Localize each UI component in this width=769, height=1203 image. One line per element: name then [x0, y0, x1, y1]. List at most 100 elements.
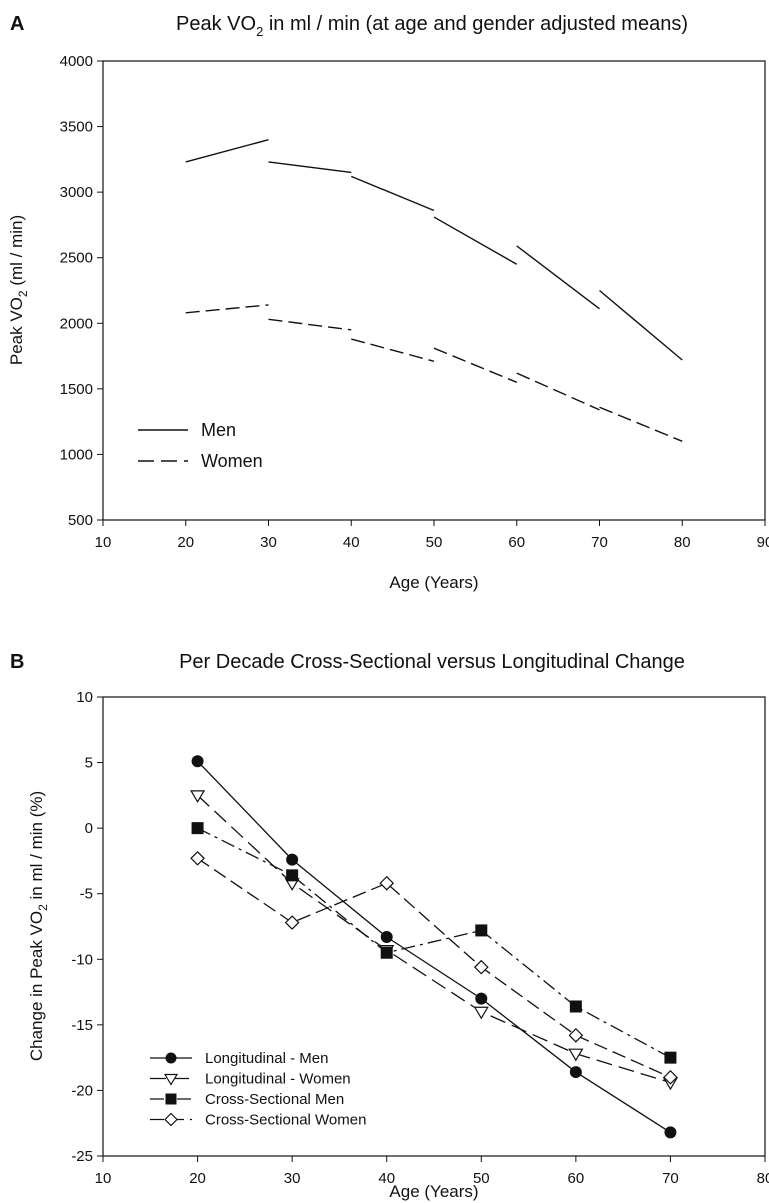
legend-marker — [165, 1093, 177, 1105]
data-point — [379, 875, 395, 891]
panel-a: A Peak VO2 in ml / min (at age and gende… — [7, 13, 769, 592]
y-tick-label: 1000 — [60, 446, 93, 463]
y-tick-label: 2500 — [60, 250, 93, 267]
data-point — [286, 869, 299, 882]
series-cross-sectional-men — [191, 822, 677, 1064]
series-segment — [351, 338, 435, 362]
data-point — [286, 853, 299, 866]
x-tick-label: 30 — [260, 534, 277, 551]
y-tick-label: 1500 — [60, 381, 93, 398]
x-tick-label: 70 — [591, 534, 608, 551]
panel-a-x-axis-label: Age (Years) — [389, 573, 478, 592]
series-line — [197, 794, 671, 1084]
y-tick-label: -5 — [80, 886, 93, 903]
y-tick-label: 2000 — [60, 315, 93, 332]
data-point — [380, 930, 393, 943]
data-point — [473, 959, 489, 975]
series-segment — [516, 372, 600, 411]
data-point — [664, 1126, 677, 1139]
data-point — [473, 1006, 489, 1020]
legend-women-label: Women — [201, 451, 263, 471]
x-tick-label: 20 — [189, 1170, 206, 1187]
series-segment — [599, 289, 683, 361]
data-point — [664, 1051, 677, 1064]
data-point — [475, 992, 488, 1005]
legend-marker — [163, 1073, 179, 1086]
series-segment — [433, 347, 518, 383]
panel-b-title: Per Decade Cross-Sectional versus Longit… — [179, 651, 685, 673]
y-tick-label: 10 — [76, 689, 93, 706]
data-point — [284, 915, 300, 930]
y-tick-label: 3000 — [60, 184, 93, 201]
panel-b: B Per Decade Cross-Sectional versus Long… — [10, 651, 769, 1201]
x-tick-label: 40 — [378, 1170, 395, 1187]
series-segment — [268, 161, 352, 174]
data-point — [569, 1000, 582, 1013]
legend-label: Cross-Sectional Women — [205, 1112, 366, 1129]
data-point — [190, 790, 206, 804]
panel-a-y-axis-label: Peak VO2 (ml / min) — [7, 215, 30, 365]
legend-label: Longitudinal - Women — [205, 1071, 351, 1088]
series-women — [185, 304, 683, 442]
y-tick-label: -10 — [71, 951, 93, 968]
y-tick-label: -15 — [71, 1017, 93, 1034]
x-tick-label: 80 — [757, 1170, 769, 1187]
y-tick-label: 0 — [85, 820, 93, 837]
y-tick-label: 3500 — [60, 119, 93, 136]
data-point — [380, 946, 393, 959]
x-tick-label: 60 — [568, 1170, 585, 1187]
x-tick-label: 10 — [95, 534, 112, 551]
legend-label: Longitudinal - Men — [205, 1050, 328, 1067]
series-segment — [185, 304, 269, 314]
data-point — [475, 924, 488, 937]
panel-a-legend: Men Women — [138, 420, 263, 471]
panel-b-plot-frame — [102, 696, 766, 1157]
y-tick-label: -20 — [71, 1082, 93, 1099]
y-tick-label: 4000 — [60, 53, 93, 70]
x-tick-label: 50 — [473, 1170, 490, 1187]
series-line — [197, 827, 671, 1059]
series-segment — [185, 139, 269, 163]
y-tick-label: 500 — [68, 512, 93, 529]
x-tick-label: 50 — [426, 534, 443, 551]
data-point — [568, 1027, 584, 1043]
panel-b-y-ticks: -25 -20 -15 -10 -5 0 5 10 — [71, 689, 103, 1165]
series-longitudinal-women — [190, 790, 678, 1091]
panel-a-series — [185, 139, 683, 442]
x-tick-label: 80 — [674, 534, 691, 551]
series-segment — [599, 406, 683, 442]
data-point — [190, 850, 205, 866]
series-segment — [516, 245, 600, 310]
panel-b-x-axis-label: Age (Years) — [389, 1182, 478, 1201]
x-tick-label: 90 — [757, 534, 769, 551]
series-segment — [433, 216, 518, 265]
x-tick-label: 10 — [95, 1170, 112, 1187]
panel-a-title: Peak VO2 in ml / min (at age and gender … — [176, 13, 688, 39]
legend-men-label: Men — [201, 420, 236, 440]
series-segment — [268, 318, 352, 331]
series-segment — [350, 175, 435, 212]
series-cross-sectional-women — [190, 850, 678, 1085]
data-point — [568, 1048, 584, 1062]
series-longitudinal-men — [191, 755, 677, 1139]
x-tick-label: 60 — [508, 534, 525, 551]
legend-label: Cross-Sectional Men — [205, 1091, 344, 1108]
legend-marker — [165, 1052, 177, 1064]
panel-b-series — [190, 755, 678, 1139]
series-men — [185, 139, 683, 361]
legend-marker — [164, 1112, 178, 1127]
x-tick-label: 40 — [343, 534, 360, 551]
panel-a-x-ticks: 10 20 30 40 50 60 70 80 90 — [95, 520, 769, 551]
data-point — [191, 822, 204, 835]
x-tick-label: 70 — [662, 1170, 679, 1187]
data-point — [191, 755, 204, 768]
x-tick-label: 30 — [284, 1170, 301, 1187]
data-point — [663, 1069, 678, 1085]
panel-a-letter: A — [10, 13, 24, 35]
panel-b-letter: B — [10, 651, 24, 673]
panel-b-x-ticks: 10 20 30 40 50 60 70 80 — [95, 1156, 769, 1187]
panel-a-y-ticks: 500 1000 1500 2000 2500 3000 3500 4000 — [60, 53, 103, 529]
x-tick-label: 20 — [177, 534, 194, 551]
y-tick-label: 5 — [85, 755, 93, 772]
